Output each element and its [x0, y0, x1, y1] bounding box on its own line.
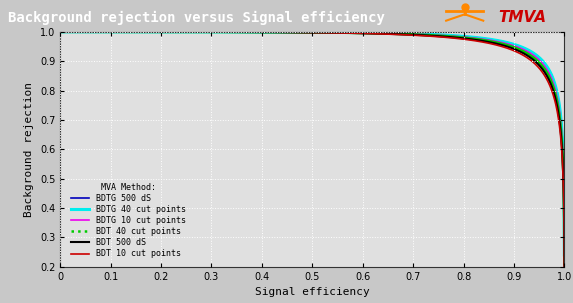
BDT 500 dS — [289, 31, 296, 34]
BDTG 500 dS — [546, 69, 553, 73]
BDTG 40 cut points — [289, 30, 296, 34]
Line: BDTG 500 dS: BDTG 500 dS — [61, 32, 564, 256]
BDTG 40 cut points — [546, 69, 553, 73]
BDTG 40 cut points — [83, 30, 90, 34]
BDTG 10 cut points — [546, 73, 553, 76]
BDTG 40 cut points — [561, 254, 568, 258]
BDT 40 cut points — [83, 30, 90, 34]
BDT 40 cut points — [289, 30, 296, 34]
BDTG 500 dS — [57, 30, 64, 34]
BDTG 40 cut points — [546, 69, 553, 73]
BDT 500 dS — [83, 30, 90, 34]
BDTG 10 cut points — [561, 259, 568, 262]
BDTG 10 cut points — [454, 35, 461, 38]
X-axis label: Signal efficiency: Signal efficiency — [255, 287, 370, 297]
Line: BDT 500 dS: BDT 500 dS — [61, 32, 564, 269]
BDT 10 cut points — [83, 30, 90, 34]
BDT 40 cut points — [546, 76, 553, 79]
BDTG 500 dS — [546, 69, 553, 73]
Line: BDTG 40 cut points: BDTG 40 cut points — [61, 32, 564, 256]
BDT 500 dS — [546, 80, 553, 83]
BDT 40 cut points — [561, 263, 568, 267]
Text: TMVA: TMVA — [499, 10, 547, 25]
Line: BDT 10 cut points: BDT 10 cut points — [61, 32, 564, 273]
BDT 10 cut points — [302, 31, 309, 34]
BDTG 10 cut points — [57, 30, 64, 34]
BDT 10 cut points — [289, 31, 296, 34]
BDTG 40 cut points — [302, 30, 309, 34]
BDTG 10 cut points — [546, 72, 553, 76]
BDT 40 cut points — [302, 31, 309, 34]
BDTG 10 cut points — [289, 30, 296, 34]
BDT 10 cut points — [546, 83, 553, 87]
BDT 500 dS — [561, 267, 568, 271]
Y-axis label: Background rejection: Background rejection — [25, 82, 34, 217]
BDT 500 dS — [546, 79, 553, 83]
BDT 500 dS — [57, 30, 64, 34]
BDT 10 cut points — [454, 37, 461, 40]
BDT 40 cut points — [454, 35, 461, 39]
BDTG 500 dS — [289, 30, 296, 34]
BDTG 10 cut points — [302, 30, 309, 34]
Legend: BDTG 500 dS, BDTG 40 cut points, BDTG 10 cut points, BDT 40 cut points, BDT 500 : BDTG 500 dS, BDTG 40 cut points, BDTG 10… — [69, 181, 188, 260]
BDT 10 cut points — [57, 30, 64, 34]
BDTG 500 dS — [454, 34, 461, 38]
Line: BDTG 10 cut points: BDTG 10 cut points — [61, 32, 564, 261]
BDT 10 cut points — [546, 84, 553, 87]
BDTG 40 cut points — [454, 34, 461, 38]
BDTG 500 dS — [302, 30, 309, 34]
BDTG 500 dS — [83, 30, 90, 34]
BDTG 10 cut points — [83, 30, 90, 34]
BDT 500 dS — [454, 36, 461, 39]
Line: BDT 40 cut points: BDT 40 cut points — [61, 32, 564, 265]
BDTG 40 cut points — [57, 30, 64, 34]
BDTG 500 dS — [561, 254, 568, 258]
BDT 40 cut points — [57, 30, 64, 34]
BDT 500 dS — [302, 31, 309, 34]
BDT 40 cut points — [546, 76, 553, 80]
BDT 10 cut points — [561, 271, 568, 275]
Text: Background rejection versus Signal efficiency: Background rejection versus Signal effic… — [9, 10, 385, 25]
